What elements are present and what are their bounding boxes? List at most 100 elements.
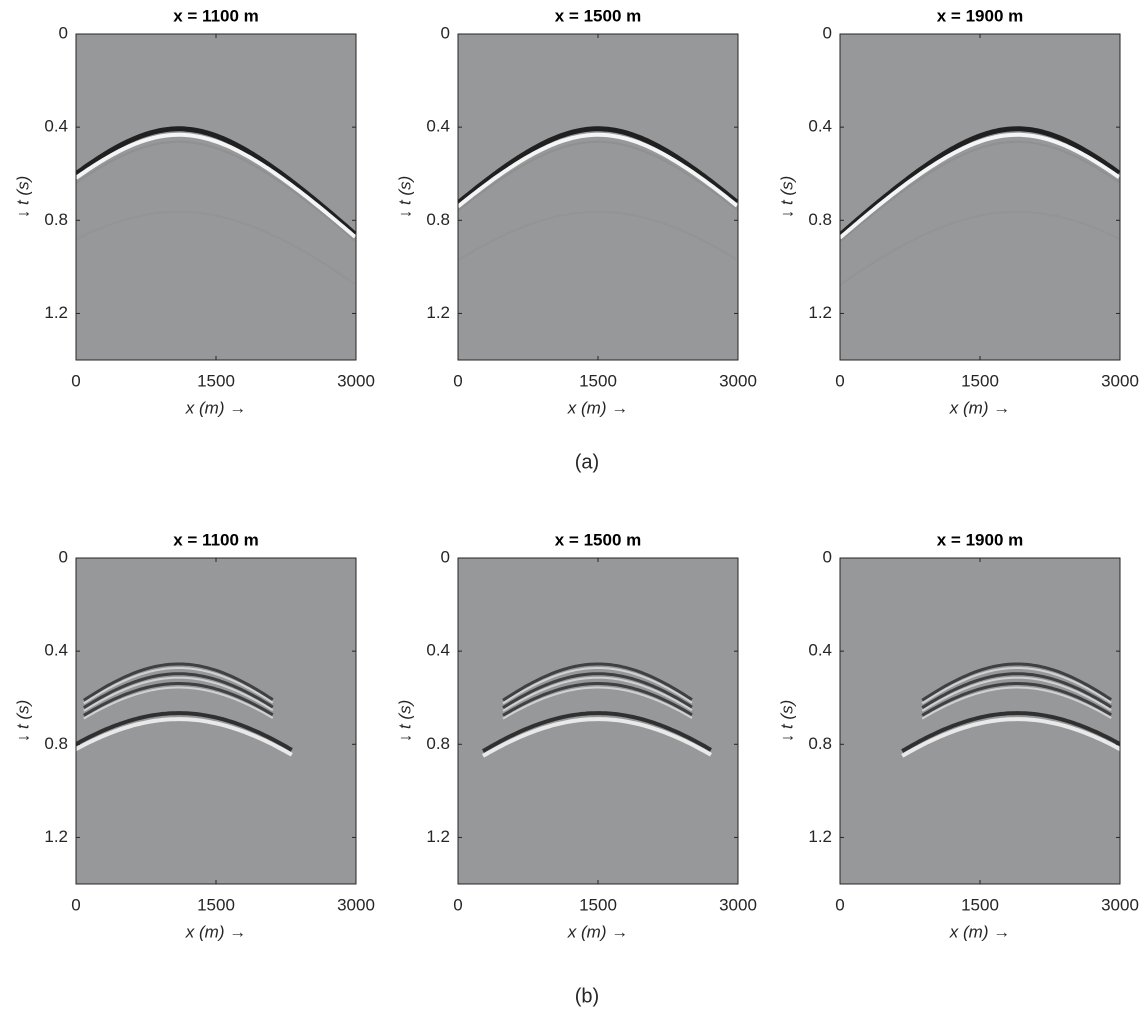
x-tick-label: 1500: [197, 371, 235, 390]
event: [76, 717, 293, 757]
y-tick-label: 0: [441, 547, 450, 566]
event: [502, 672, 693, 709]
event: [83, 676, 274, 712]
chart-title: x = 1900 m: [937, 530, 1024, 549]
y-tick-label: 0.8: [426, 734, 450, 753]
chart-title: x = 1100 m: [173, 6, 259, 25]
image-background: [458, 34, 738, 360]
event: [83, 667, 274, 705]
event: [458, 132, 738, 209]
y-tick-label: 0.8: [44, 734, 68, 753]
event: [921, 686, 1112, 720]
y-tick-label: 0: [441, 23, 450, 42]
event: [76, 126, 356, 236]
y-tick-label: 1.2: [808, 827, 832, 846]
x-tick-label: 1500: [579, 371, 617, 390]
y-tick-label: 0: [59, 23, 68, 42]
event: [502, 676, 693, 712]
y-tick-label: 0.4: [44, 117, 68, 136]
event: [76, 140, 356, 242]
image-background: [76, 558, 356, 884]
event: [458, 140, 738, 212]
y-tick-label: 0.4: [426, 117, 450, 136]
y-tick-label: 1.2: [426, 303, 450, 322]
y-tick-label: 0: [59, 547, 68, 566]
chart-title: x = 1500 m: [555, 530, 642, 549]
event: [458, 210, 738, 262]
y-axis-label: ↓ t (s): [395, 176, 414, 219]
x-tick-label: 0: [453, 371, 462, 390]
event: [840, 210, 1120, 286]
chart-title: x = 1100 m: [173, 530, 259, 549]
x-tick-label: 0: [835, 895, 844, 914]
x-tick-label: 3000: [1101, 371, 1139, 390]
event: [921, 672, 1113, 709]
x-tick-label: 0: [71, 895, 80, 914]
x-axis-label: x (m) →: [185, 398, 246, 417]
x-tick-label: 3000: [1101, 895, 1139, 914]
y-tick-label: 1.2: [44, 303, 68, 322]
y-tick-label: 0.4: [44, 641, 68, 660]
y-tick-label: 0.4: [808, 641, 832, 660]
event: [76, 210, 356, 286]
x-axis-label: x (m) →: [567, 922, 628, 941]
panel-label: (b): [575, 985, 599, 1007]
event: [921, 667, 1112, 705]
x-axis-label: x (m) →: [567, 398, 628, 417]
image-background: [840, 558, 1120, 884]
panel-label: (a): [575, 451, 599, 473]
event: [83, 682, 274, 717]
event: [901, 717, 1120, 758]
y-axis-label: ↓ t (s): [777, 700, 796, 743]
event: [921, 662, 1113, 702]
y-tick-label: 0: [823, 547, 832, 566]
event: [482, 717, 712, 758]
x-tick-label: 3000: [719, 895, 757, 914]
event: [901, 711, 1120, 753]
event: [82, 662, 274, 702]
y-axis-label: ↓ t (s): [13, 700, 32, 743]
y-tick-label: 0.4: [808, 117, 832, 136]
event: [76, 132, 356, 239]
event: [502, 686, 693, 720]
x-tick-label: 0: [835, 371, 844, 390]
x-tick-label: 3000: [337, 371, 375, 390]
x-tick-label: 1500: [961, 895, 999, 914]
y-tick-label: 0.8: [808, 734, 832, 753]
seismic-image: [840, 126, 1120, 286]
event: [840, 132, 1120, 240]
seismic-image: [481, 662, 712, 758]
y-tick-label: 1.2: [44, 827, 68, 846]
x-axis-label: x (m) →: [949, 398, 1010, 417]
seismic-image: [901, 662, 1120, 758]
event: [458, 126, 738, 206]
chart-title: x = 1900 m: [937, 6, 1024, 25]
event: [83, 686, 274, 720]
chart-title: x = 1500 m: [555, 6, 642, 25]
y-tick-label: 0.8: [426, 210, 450, 229]
y-tick-label: 0.8: [808, 210, 832, 229]
event: [502, 662, 693, 702]
event: [921, 676, 1112, 712]
seismic-image: [76, 662, 293, 757]
x-axis-label: x (m) →: [185, 922, 246, 941]
event: [502, 667, 693, 705]
x-tick-label: 1500: [961, 371, 999, 390]
event: [82, 672, 274, 709]
x-tick-label: 1500: [579, 895, 617, 914]
y-axis-label: ↓ t (s): [395, 700, 414, 743]
x-tick-label: 1500: [197, 895, 235, 914]
x-tick-label: 3000: [719, 371, 757, 390]
x-tick-label: 3000: [337, 895, 375, 914]
seismic-image: [458, 126, 738, 262]
y-axis-label: ↓ t (s): [13, 176, 32, 219]
x-tick-label: 0: [453, 895, 462, 914]
x-tick-label: 0: [71, 371, 80, 390]
seismic-image: [76, 126, 356, 286]
y-tick-label: 0: [823, 23, 832, 42]
event: [502, 682, 693, 717]
y-tick-label: 0.8: [44, 210, 68, 229]
event: [840, 126, 1120, 237]
event: [840, 140, 1120, 243]
